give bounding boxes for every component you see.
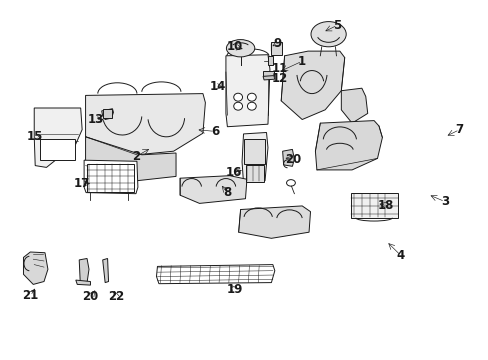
Text: 3: 3: [440, 195, 448, 208]
Text: 15: 15: [27, 130, 43, 143]
Text: 12: 12: [271, 72, 287, 85]
Bar: [350, 193, 397, 218]
Text: 13: 13: [87, 113, 103, 126]
Polygon shape: [263, 76, 274, 80]
Ellipse shape: [226, 40, 254, 57]
Text: 6: 6: [211, 125, 219, 138]
Text: 8: 8: [223, 186, 231, 199]
Bar: [87, 164, 134, 192]
Polygon shape: [34, 108, 82, 167]
Bar: [263, 71, 273, 76]
Ellipse shape: [310, 22, 346, 47]
Polygon shape: [225, 55, 269, 127]
Ellipse shape: [233, 93, 242, 101]
Text: 2: 2: [132, 150, 140, 163]
Polygon shape: [242, 132, 267, 183]
Text: 18: 18: [377, 199, 394, 212]
Polygon shape: [281, 51, 344, 120]
Text: 10: 10: [226, 40, 243, 53]
Polygon shape: [76, 280, 90, 285]
Bar: [40, 139, 75, 160]
Polygon shape: [85, 137, 176, 182]
Polygon shape: [238, 206, 310, 238]
Polygon shape: [102, 258, 108, 283]
Polygon shape: [79, 258, 89, 283]
Polygon shape: [180, 176, 246, 203]
Bar: [244, 139, 264, 164]
Polygon shape: [315, 121, 382, 170]
Text: 20: 20: [82, 291, 99, 303]
Polygon shape: [84, 160, 138, 194]
Polygon shape: [23, 252, 48, 284]
Text: 21: 21: [22, 289, 39, 302]
Polygon shape: [282, 149, 294, 166]
Ellipse shape: [247, 102, 256, 110]
Text: 14: 14: [209, 80, 225, 93]
Text: 11: 11: [271, 62, 287, 75]
Text: 22: 22: [108, 291, 124, 303]
Bar: [267, 56, 272, 65]
Text: 20: 20: [285, 153, 301, 166]
Polygon shape: [102, 109, 113, 120]
Polygon shape: [271, 42, 281, 56]
Ellipse shape: [247, 93, 256, 101]
Bar: [270, 42, 281, 55]
Text: 7: 7: [455, 123, 463, 136]
Text: 1: 1: [298, 55, 305, 68]
Text: 16: 16: [225, 166, 242, 179]
Ellipse shape: [286, 180, 295, 186]
Ellipse shape: [233, 102, 242, 110]
Polygon shape: [341, 88, 367, 123]
Polygon shape: [156, 265, 274, 284]
Bar: [102, 109, 112, 118]
Bar: [246, 165, 264, 182]
Text: 4: 4: [396, 249, 404, 262]
Text: 5: 5: [333, 19, 341, 32]
Text: 19: 19: [226, 283, 243, 296]
Text: 9: 9: [273, 37, 281, 50]
Polygon shape: [85, 94, 205, 155]
Text: 17: 17: [74, 177, 90, 190]
